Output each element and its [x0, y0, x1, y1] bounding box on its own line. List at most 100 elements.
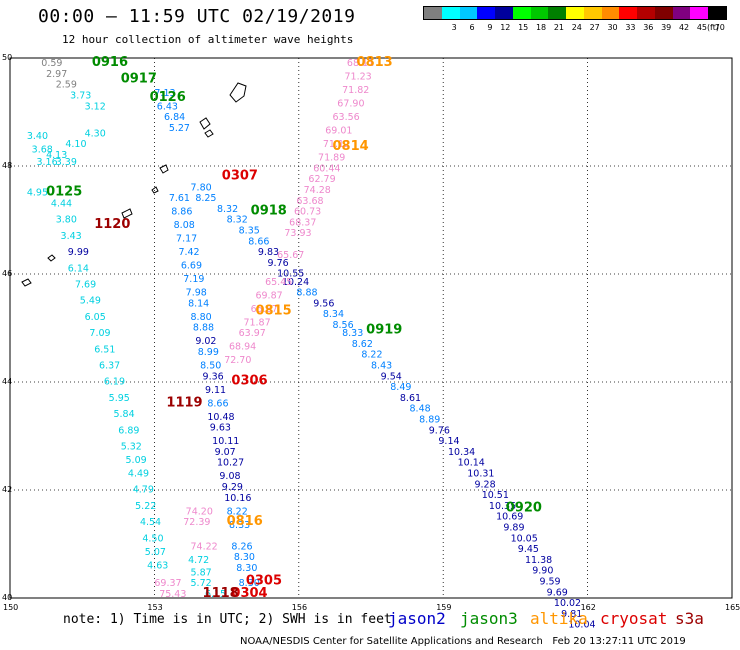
- wave-height-value: 9.83: [258, 247, 279, 258]
- wave-height-value: 71.87: [243, 317, 270, 328]
- wave-height-value: 8.56: [332, 320, 353, 331]
- legend-swatch: [459, 7, 478, 19]
- wave-height-value: 4.49: [128, 469, 149, 480]
- wave-height-value: 9.54: [381, 371, 402, 382]
- legend-swatch: [637, 7, 655, 19]
- legend-cryosat: cryosat: [600, 609, 668, 628]
- track-time-label: 0916: [92, 55, 128, 70]
- lon-tick-label: 165: [725, 603, 740, 612]
- wave-height-value: 5.95: [109, 393, 130, 404]
- wave-height-value: 6.51: [94, 344, 115, 355]
- wave-height-value: 8.88: [296, 288, 317, 299]
- wave-height-value: 74.28: [304, 185, 331, 196]
- island-outline: [229, 82, 247, 103]
- legend-tick-label: 15: [518, 23, 529, 32]
- wave-height-value: 9.99: [68, 247, 89, 258]
- wave-height-value: 3.40: [27, 131, 48, 142]
- wave-height-value: 62.79: [308, 174, 335, 185]
- wave-height-value: 8.35: [239, 226, 260, 237]
- wave-height-value: 10.55: [277, 269, 304, 280]
- wave-height-value: 8.86: [171, 207, 192, 218]
- track-time-label: 0306: [231, 374, 267, 389]
- page-subtitle: 12 hour collection of altimeter wave hei…: [62, 33, 354, 46]
- wave-height-value: 9.11: [205, 385, 226, 396]
- wave-height-value: 67.90: [337, 99, 364, 110]
- island-outline: [21, 278, 32, 287]
- wave-height-value: 71.82: [342, 85, 369, 96]
- wave-height-value: 4.54: [140, 517, 161, 528]
- legend-swatch: [530, 7, 549, 19]
- wave-height-value: 7.98: [186, 288, 207, 299]
- wave-height-value: 65.87: [251, 304, 278, 315]
- track-time-label: 0305: [246, 574, 282, 589]
- wave-height-observations: 0.592.972.593.733.12 4.304.104.13 3.40 3.68…: [27, 58, 596, 631]
- wave-height-value: 10.35: [489, 501, 516, 512]
- wave-height-value: 65.45: [265, 277, 292, 288]
- wave-height-value: 10.02: [554, 598, 581, 609]
- wave-height-value: 71.12: [323, 139, 350, 150]
- track-time-label: 1118: [203, 586, 239, 601]
- wave-height-value: 68.94: [229, 342, 256, 353]
- wave-height-value: 60.44: [313, 163, 340, 174]
- legend-tick-label: 9: [487, 23, 493, 32]
- wave-height-value: 10.69: [496, 512, 523, 523]
- legend-swatch: [441, 7, 460, 19]
- wave-height-value: 5.22: [135, 501, 156, 512]
- track-time-label: 1120: [94, 217, 130, 232]
- wave-height-value: 9.56: [313, 298, 334, 309]
- wave-height-value: 9.59: [539, 577, 560, 588]
- legend-tick-label: 39: [661, 23, 672, 32]
- wave-height-value: 9.28: [474, 479, 495, 490]
- wave-height-value: 9.89: [503, 523, 524, 534]
- wave-height-value: 69.01: [325, 126, 352, 137]
- wave-height-value: 72.70: [224, 355, 251, 366]
- wave-height-value: 10.11: [212, 436, 239, 447]
- legend-altika: altika: [530, 609, 588, 628]
- wave-height-value: 9.36: [203, 371, 224, 382]
- wave-height-value: 8.62: [352, 339, 373, 350]
- wave-height-value: 8.22: [361, 350, 382, 361]
- wave-height-value: 4.10: [65, 139, 86, 150]
- legend-swatch: [601, 7, 620, 19]
- wave-height-value: 10.51: [482, 490, 509, 501]
- wave-height-value: 9.08: [219, 471, 240, 482]
- wave-height-value: 4.13: [46, 150, 67, 161]
- lon-tick-label: 159: [436, 603, 452, 612]
- track-time-label: 0126: [150, 90, 186, 105]
- wave-height-value: 8.43: [371, 361, 392, 372]
- wave-height-value: 72.39: [183, 517, 210, 528]
- legend-tick-label: 36: [643, 23, 654, 32]
- wave-height-value: 4.30: [85, 128, 106, 139]
- lat-tick-label: 40: [2, 593, 13, 602]
- wave-height-value: 69.87: [255, 290, 282, 301]
- wave-height-value: 11.38: [525, 555, 552, 566]
- wave-height-value: 7.17: [176, 234, 197, 245]
- track-time-label: 0920: [506, 501, 542, 516]
- legend-tick-label: 18: [535, 23, 547, 32]
- track-time-label: 0918: [251, 204, 287, 219]
- legend-tick-label: 45: [696, 23, 707, 32]
- lat-tick-label: 42: [2, 485, 13, 494]
- wave-height-value: 9.63: [210, 423, 231, 434]
- legend-swatch: [512, 7, 531, 19]
- lat-tick-label: 44: [2, 377, 13, 386]
- wave-height-value: 5.84: [113, 409, 134, 420]
- wave-height-value: 8.61: [400, 393, 421, 404]
- wave-height-value: 8.48: [410, 404, 431, 415]
- lat-lon-grid: [9, 57, 733, 599]
- wave-height-value: 71.23: [345, 72, 372, 83]
- wave-height-value: 8.66: [248, 236, 269, 247]
- wave-height-value: 8.26: [231, 541, 252, 552]
- wave-height-value: 5.09: [126, 455, 147, 466]
- wave-height-value: 7.80: [191, 182, 212, 193]
- wave-height-value: 7.09: [89, 328, 110, 339]
- legend-tick-label: 33: [625, 23, 636, 32]
- wave-height-value: 10.04: [568, 620, 595, 631]
- lat-tick-label: 46: [2, 269, 13, 278]
- island-outline: [159, 164, 169, 174]
- wave-height-value: 7.69: [75, 280, 96, 291]
- wave-height-value: 8.89: [419, 415, 440, 426]
- wave-height-value: 68.11: [347, 58, 374, 69]
- wave-height-value: 8.33: [342, 328, 363, 339]
- wave-height-value: 10.24: [282, 277, 309, 288]
